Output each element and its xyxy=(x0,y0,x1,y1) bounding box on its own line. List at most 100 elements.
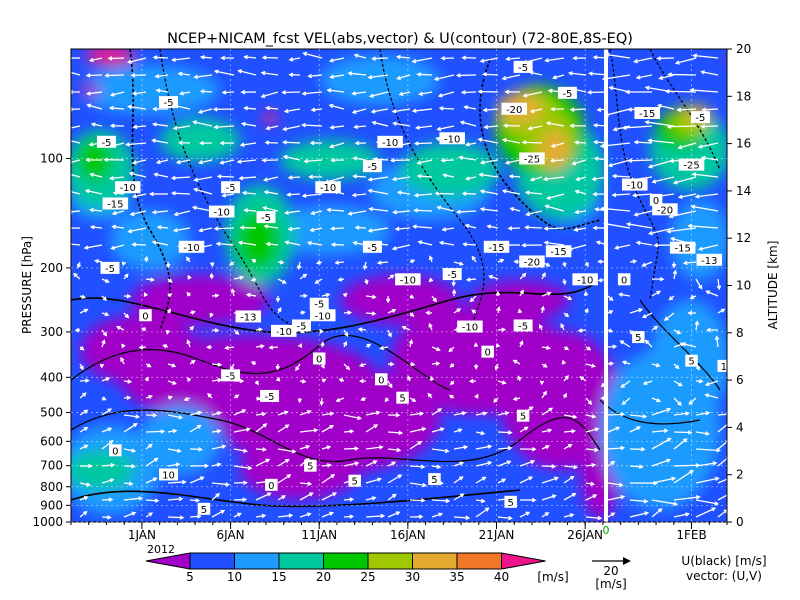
wind-vector-head xyxy=(177,71,183,77)
wind-vector-head xyxy=(206,344,211,350)
wind-vector-head xyxy=(687,430,693,435)
wind-vector-head xyxy=(319,401,324,406)
wind-vector-head xyxy=(371,311,377,316)
wind-vector-head xyxy=(212,107,218,112)
wind-vector xyxy=(211,430,221,433)
wind-vector-head xyxy=(632,259,638,264)
wind-vector xyxy=(629,499,648,503)
wind-vector-head xyxy=(667,437,672,442)
wind-vector-head xyxy=(262,205,268,211)
wind-vector-head xyxy=(172,380,177,385)
wind-vector-head xyxy=(551,464,557,469)
wind-vector-head xyxy=(144,376,149,382)
svg-text:0: 0 xyxy=(484,348,490,359)
wind-vector xyxy=(528,125,543,130)
contour-label: -10 xyxy=(310,309,336,322)
wind-vector-head xyxy=(234,394,240,399)
wind-vector-head xyxy=(229,261,234,266)
wind-vector-head xyxy=(618,292,623,297)
wind-vector-head xyxy=(127,104,133,110)
wind-vector xyxy=(575,190,587,195)
wind-vector-head xyxy=(644,511,650,516)
wind-vector xyxy=(699,244,719,251)
u-contour-lines xyxy=(71,49,721,508)
pressure-tick-label: 1000 xyxy=(32,515,63,529)
wind-vector xyxy=(90,209,103,212)
pressure-tick-label: 200 xyxy=(40,261,63,275)
wind-vector xyxy=(605,108,631,116)
wind-vector-head xyxy=(562,392,567,398)
wind-vector-head xyxy=(483,124,489,130)
wind-vector xyxy=(642,312,653,318)
wind-vector xyxy=(692,173,719,178)
wind-vector-head xyxy=(83,444,89,449)
colorbar-tick-label: 35 xyxy=(449,570,464,584)
wind-vector-head xyxy=(283,108,289,114)
wind-vector-head xyxy=(330,157,335,163)
wind-vector-head xyxy=(544,512,550,517)
wind-vector xyxy=(604,222,631,229)
wind-vector xyxy=(365,515,384,518)
wind-vector-head xyxy=(288,513,294,518)
wind-vector xyxy=(222,91,235,94)
wind-vector-head xyxy=(436,205,442,210)
wind-vector-head xyxy=(394,226,400,232)
wind-vector xyxy=(475,507,489,518)
svg-text:-25: -25 xyxy=(524,154,540,165)
wind-vector xyxy=(370,91,389,98)
wind-vector xyxy=(716,336,719,348)
wind-vector-head xyxy=(260,344,265,349)
wind-vector-head xyxy=(519,289,524,294)
wind-vector xyxy=(465,224,477,229)
wind-vector-head xyxy=(505,56,511,62)
svg-text:5: 5 xyxy=(351,477,357,488)
wind-vector xyxy=(283,125,301,131)
wind-vector xyxy=(110,107,125,110)
wind-vector-head xyxy=(459,261,464,266)
wind-vector-head xyxy=(544,204,550,209)
wind-vector-head xyxy=(517,308,523,314)
wind-vector xyxy=(413,108,433,112)
svg-text:-10: -10 xyxy=(320,183,336,194)
wind-vector-head xyxy=(371,294,377,300)
wind-vector-head xyxy=(508,515,513,521)
wind-vector-head xyxy=(121,343,126,349)
contour-label: -5 xyxy=(557,86,577,100)
wind-vector xyxy=(145,477,157,484)
wind-vector-head xyxy=(131,448,137,453)
wind-vector-head xyxy=(479,206,485,212)
wind-vector-head xyxy=(656,56,662,61)
wind-vector xyxy=(133,193,147,198)
wind-vector xyxy=(71,243,81,246)
contour-label: 0 xyxy=(139,309,152,322)
wind-vector-head xyxy=(283,410,289,415)
wind-vector xyxy=(289,176,301,179)
wind-vector-head xyxy=(651,179,657,184)
wind-vector-head xyxy=(436,464,442,469)
wind-vector-head xyxy=(141,327,146,332)
wind-vector xyxy=(568,244,587,251)
colorbar: 5 10 15 20 25 30 35 40 xyxy=(145,552,546,584)
wind-vector-head xyxy=(620,412,626,417)
wind-vector-head xyxy=(698,378,704,384)
wind-vector-head xyxy=(262,177,268,182)
wind-vector xyxy=(519,460,535,467)
svg-text:-10: -10 xyxy=(214,208,230,219)
wind-vector-head xyxy=(562,262,567,268)
wind-vector-head xyxy=(301,91,307,96)
wind-vector-head xyxy=(449,380,455,386)
wind-vector-head xyxy=(172,227,178,233)
wind-vector-head xyxy=(349,429,355,434)
speed-patch xyxy=(110,210,190,270)
wind-vector xyxy=(415,142,433,145)
wind-vector xyxy=(409,465,425,468)
wind-vector-head xyxy=(297,398,303,404)
wind-vector-head xyxy=(187,274,192,280)
wind-vector xyxy=(442,227,455,231)
speed-patch xyxy=(262,112,278,124)
wind-vector-head xyxy=(672,269,678,275)
wind-vector-head xyxy=(459,120,465,125)
colorbar-unit: [m/s] xyxy=(537,570,568,584)
wind-vector xyxy=(622,397,631,405)
wind-vector-head xyxy=(83,245,89,250)
